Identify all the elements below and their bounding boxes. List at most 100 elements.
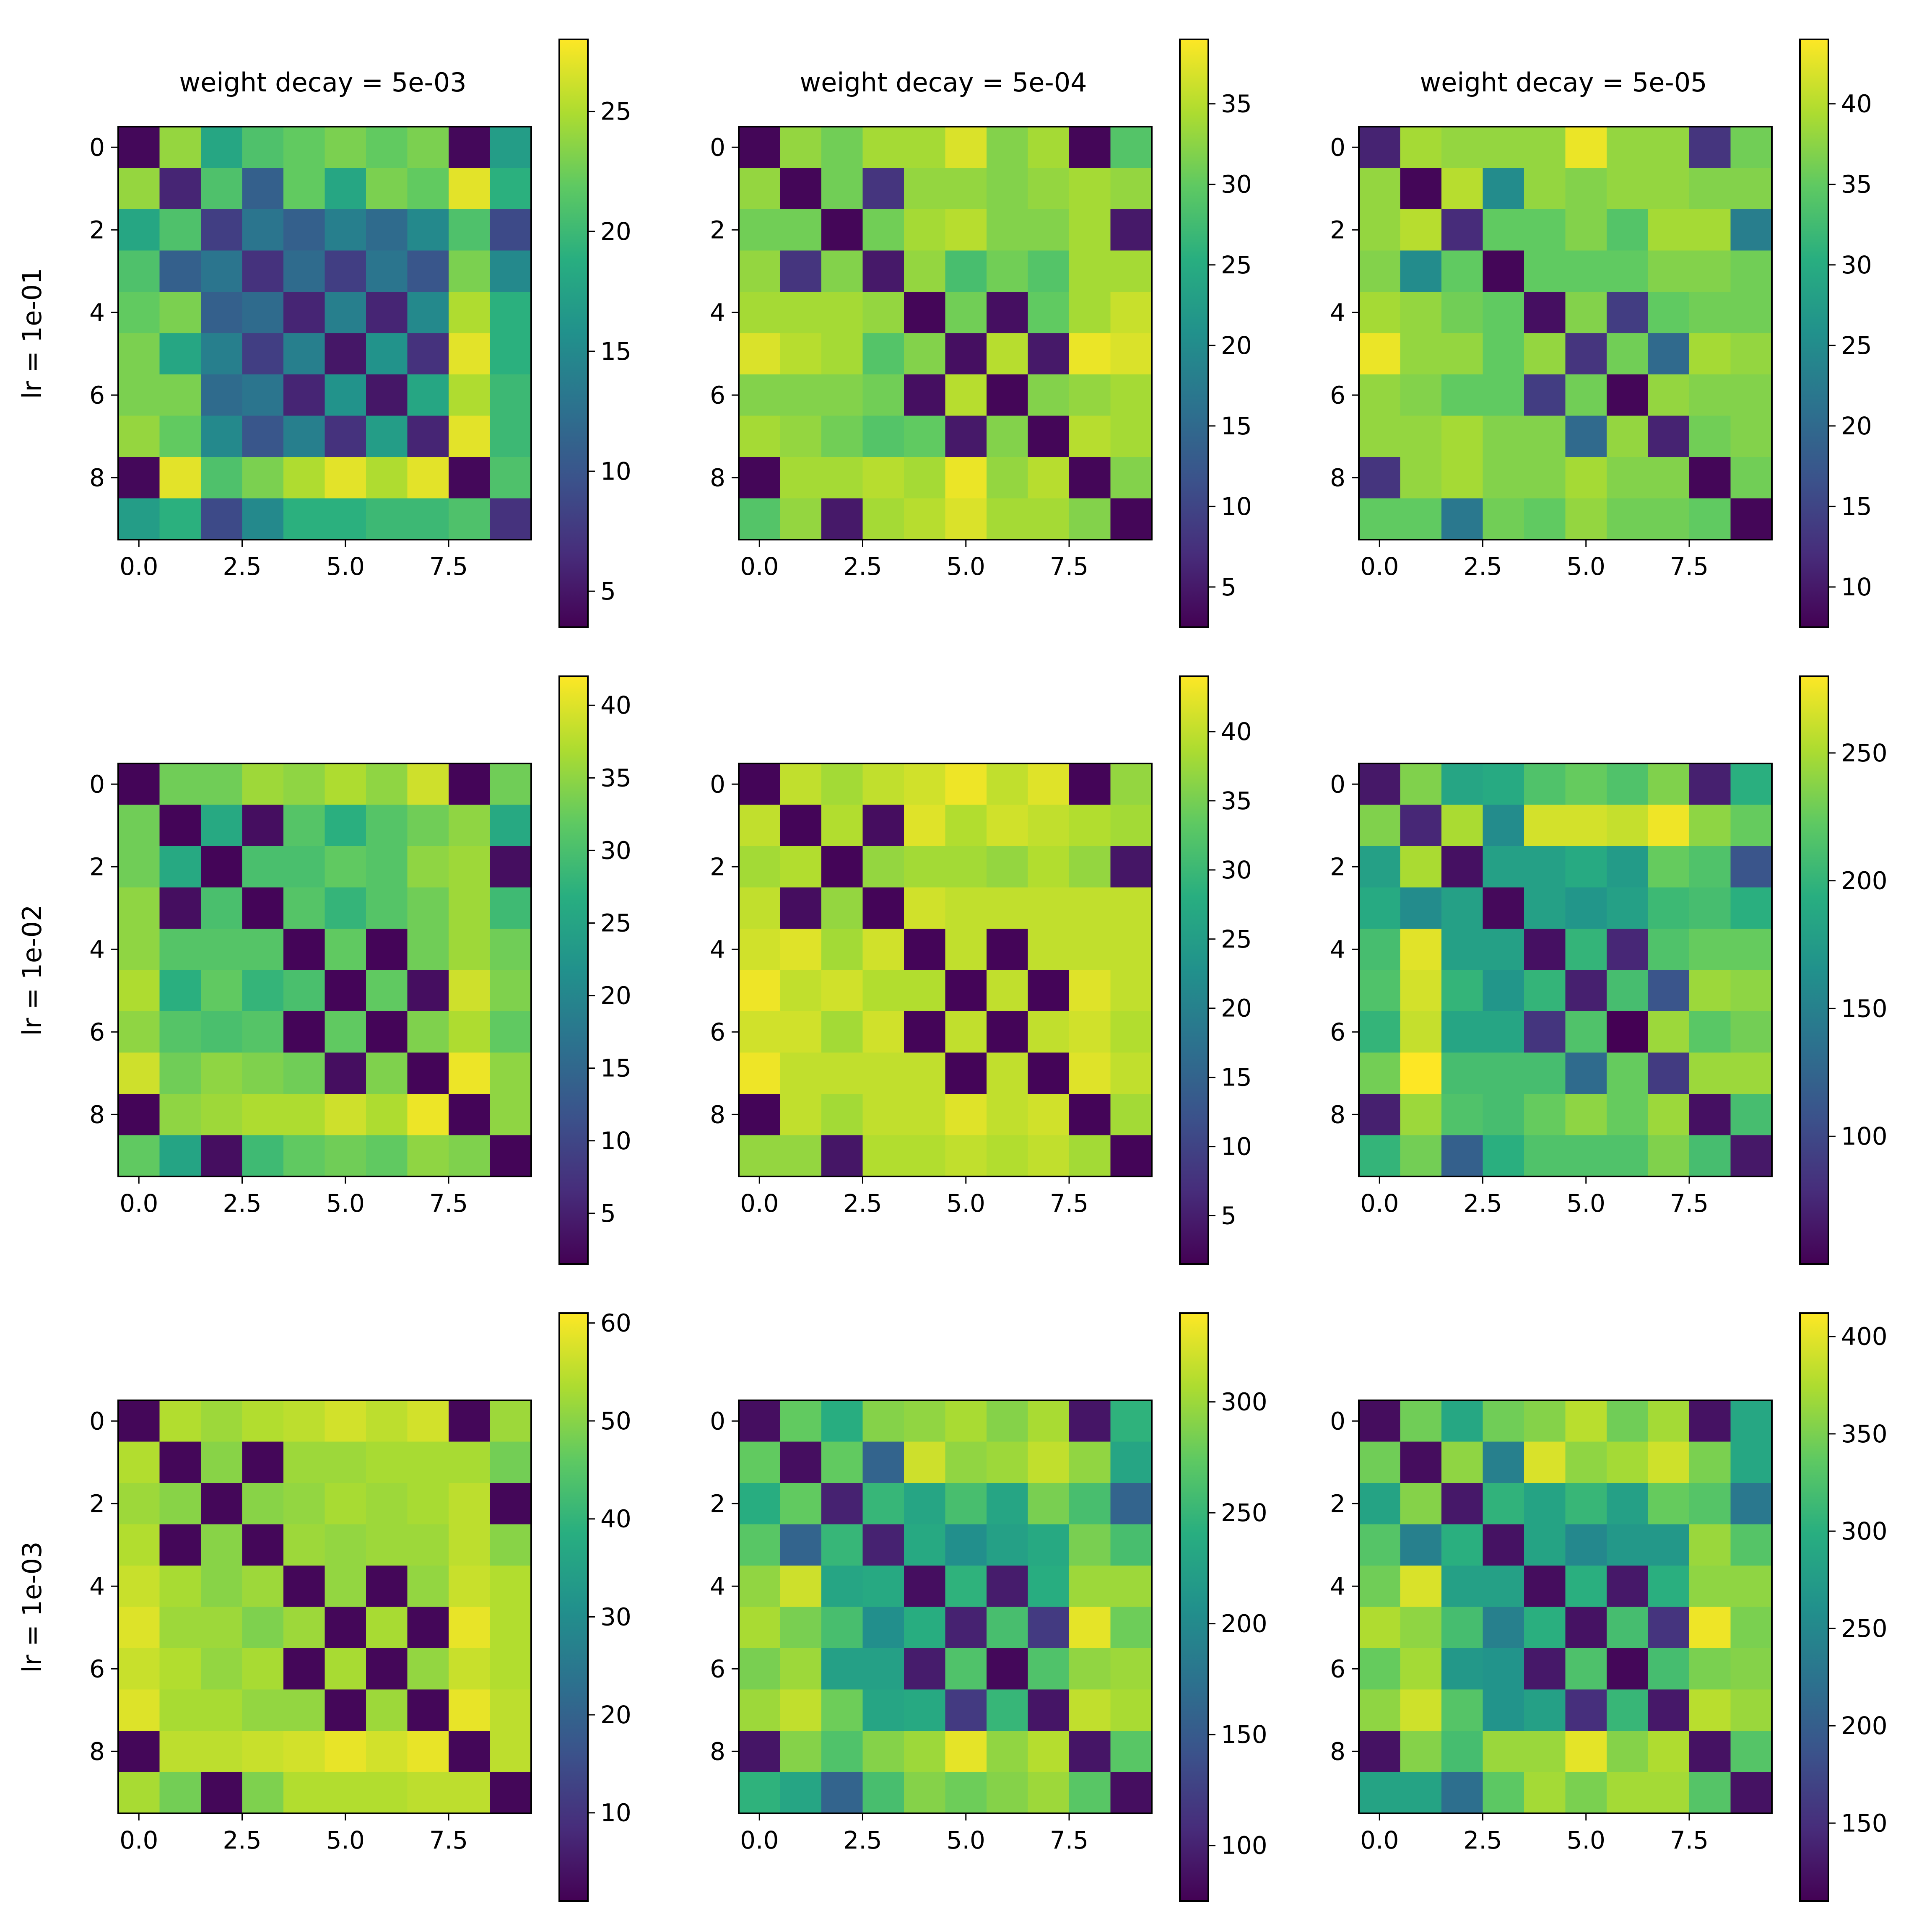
heatmap-cell-2-1	[159, 1483, 201, 1525]
heatmap-cell-0-7	[407, 1400, 449, 1442]
heatmap-cell-2-0	[739, 1483, 781, 1525]
heatmap-cell-9-4	[283, 1772, 325, 1814]
y-tick-label: 8	[1330, 463, 1345, 492]
axes-frame	[738, 763, 1153, 1177]
heatmap-cell-6-1	[159, 374, 201, 416]
heatmap-cell-5-1	[780, 970, 822, 1012]
heatmap-cell-7-9	[490, 1052, 532, 1094]
heatmap-cell-1-5	[1565, 805, 1607, 847]
heatmap-cell-0-4	[1524, 127, 1566, 169]
heatmap-cell-2-9	[490, 209, 532, 251]
colorbar: 100 150 200 250	[1799, 675, 1888, 1265]
heatmap-cell-8-6	[1607, 1094, 1649, 1136]
heatmap-cell-9-6	[1607, 1135, 1649, 1177]
heatmap-cell-0-1	[780, 763, 822, 805]
heatmap-cell-5-4	[904, 333, 946, 375]
heatmap-cell-9-1	[1400, 1772, 1442, 1814]
heatmap-cell-7-2	[201, 415, 243, 457]
heatmap-cell-3-6	[1607, 887, 1649, 929]
heatmap-cell-5-6	[366, 333, 408, 375]
heatmap-cell-8-9	[1110, 1731, 1152, 1773]
heatmap-cell-5-9	[1110, 970, 1152, 1012]
x-tick-label: 0.0	[119, 1826, 158, 1854]
heatmap-cell-2-6	[987, 209, 1028, 251]
axes-frame	[1358, 763, 1773, 1177]
heatmap-cell-4-8	[1689, 1566, 1731, 1607]
heatmap-cell-4-1	[1400, 929, 1442, 971]
heatmap-cell-3-3	[862, 887, 904, 929]
x-tick-label: 5.0	[947, 1189, 985, 1218]
heatmap-cell-2-5	[945, 1483, 987, 1525]
heatmap-cell-4-7	[407, 292, 449, 334]
heatmap-cell-4-2	[821, 292, 863, 334]
heatmap-cell-8-8	[1689, 1731, 1731, 1773]
heatmap-cell-4-4	[283, 929, 325, 971]
heatmap-cell-3-4	[1524, 1524, 1566, 1566]
colorbar-tick-label: 10	[1841, 573, 1872, 601]
heatmap-cell-9-7	[1028, 498, 1070, 540]
colorbar-tick-label: 30	[600, 1602, 631, 1631]
heatmap-cell-3-7	[1648, 250, 1690, 292]
col-title-1: weight decay = 5e-04	[800, 67, 1087, 98]
colorbar-tick-label: 25	[600, 97, 631, 126]
heatmap-cell-2-8	[449, 209, 491, 251]
heatmap-cell-8-5	[945, 1731, 987, 1773]
heatmap-cell-0-3	[862, 1400, 904, 1442]
heatmap-cell-1-5	[945, 805, 987, 847]
heatmap-cell-7-9	[1110, 415, 1152, 457]
heatmap-cell-8-9	[490, 1094, 532, 1136]
heatmap-cell-8-4	[1524, 1094, 1566, 1136]
heatmap-cell-8-2	[1441, 457, 1483, 499]
colorbar-tick-label: 250	[1841, 739, 1888, 767]
heatmap-cell-1-3	[242, 168, 284, 210]
x-tick-label: 7.5	[1670, 1826, 1709, 1854]
heatmap-cell-4-1	[1400, 292, 1442, 334]
heatmap-panel-1-2: 0.0 2.5 5.0 7.5 0 2 4 6 8 100 150 200 250	[1330, 675, 1888, 1265]
heatmap-cell-6-7	[1028, 374, 1070, 416]
axes-frame	[738, 1400, 1153, 1814]
heatmap-cell-8-2	[201, 1094, 243, 1136]
heatmap-cell-1-8	[1689, 1441, 1731, 1483]
heatmap-cell-7-8	[449, 1052, 491, 1094]
heatmap-cell-1-6	[1607, 168, 1649, 210]
heatmap-cell-0-6	[366, 763, 408, 805]
heatmap-cell-2-5	[1565, 846, 1607, 888]
heatmap-cell-1-0	[1359, 805, 1401, 847]
heatmap-cell-7-9	[1730, 415, 1772, 457]
heatmap-cell-4-5	[325, 292, 366, 334]
heatmap-cell-1-6	[366, 168, 408, 210]
x-tick-label: 5.0	[1567, 1826, 1605, 1854]
heatmap-cell-1-2	[1441, 1441, 1483, 1483]
heatmap-cell-2-9	[1110, 209, 1152, 251]
heatmap-cell-6-2	[1441, 374, 1483, 416]
y-tick-label: 8	[710, 463, 725, 492]
heatmap-cell-1-3	[1483, 805, 1524, 847]
heatmap-cell-2-0	[739, 846, 781, 888]
colorbar-tick-label: 300	[1221, 1388, 1267, 1416]
heatmap-cell-6-4	[283, 1011, 325, 1053]
heatmap-cell-3-0	[118, 1524, 160, 1566]
colorbar-tick-label: 60	[600, 1309, 631, 1337]
heatmap-cell-2-2	[1441, 846, 1483, 888]
y-tick-label: 4	[1330, 935, 1345, 963]
heatmap-cell-0-5	[1565, 127, 1607, 169]
heatmap-cell-9-3	[1483, 1135, 1524, 1177]
heatmap-cell-5-3	[862, 333, 904, 375]
heatmap-cell-7-3	[242, 1052, 284, 1094]
heatmap-cell-0-6	[987, 127, 1028, 169]
heatmap-cell-1-4	[904, 1441, 946, 1483]
heatmap-cell-3-1	[780, 250, 822, 292]
heatmap-cell-4-2	[201, 929, 243, 971]
colorbar-tick-label: 40	[600, 691, 631, 719]
heatmap-cell-5-1	[1400, 970, 1442, 1012]
y-tick-label: 2	[710, 216, 725, 244]
heatmap-cell-2-8	[1689, 209, 1731, 251]
heatmap-cell-8-8	[1069, 1731, 1111, 1773]
heatmap-cell-7-1	[1400, 1689, 1442, 1731]
heatmap-cell-3-8	[1069, 1524, 1111, 1566]
heatmap-cell-7-8	[449, 1689, 491, 1731]
heatmap-cell-6-4	[904, 1648, 946, 1690]
heatmap-cell-1-5	[945, 1441, 987, 1483]
heatmap-cell-5-8	[1069, 1607, 1111, 1649]
heatmap-cell-0-0	[118, 763, 160, 805]
